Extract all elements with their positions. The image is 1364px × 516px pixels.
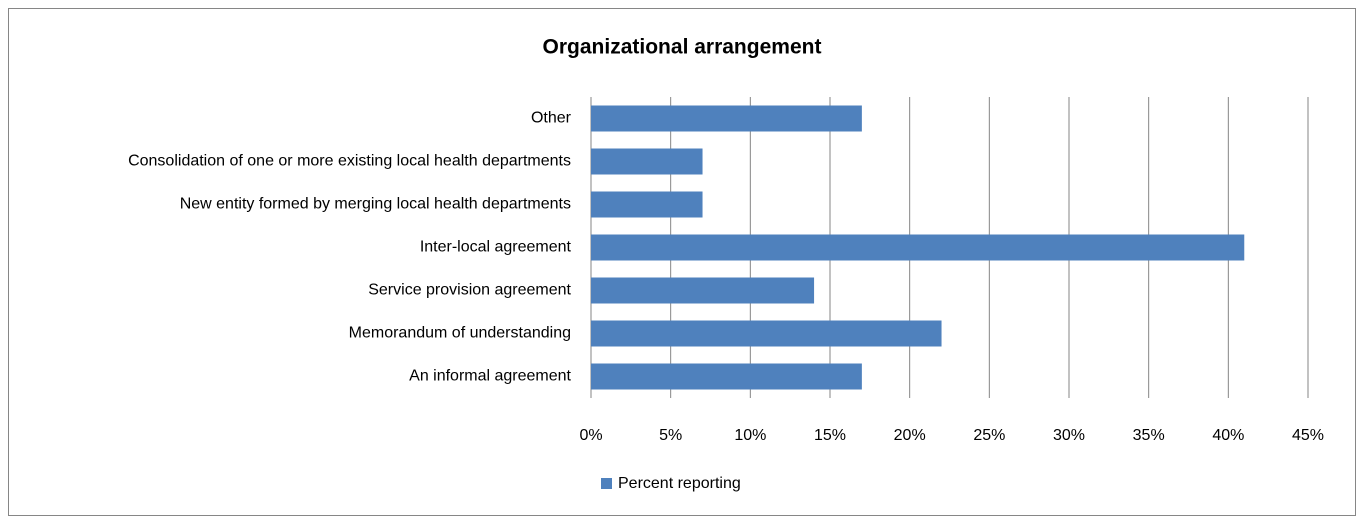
chart-title: Organizational arrangement bbox=[543, 36, 822, 59]
y-tick-label: An informal agreement bbox=[409, 368, 571, 385]
bar bbox=[591, 277, 815, 304]
x-tick-label: 45% bbox=[1292, 427, 1324, 444]
y-tick-label: Inter-local agreement bbox=[420, 239, 572, 256]
bar bbox=[591, 320, 942, 347]
x-tick-label: 10% bbox=[734, 427, 766, 444]
bar bbox=[591, 234, 1245, 261]
y-tick-label: Memorandum of understanding bbox=[349, 325, 571, 342]
bar bbox=[591, 363, 862, 390]
x-tick-label: 30% bbox=[1053, 427, 1085, 444]
x-tick-label: 15% bbox=[814, 427, 846, 444]
bar bbox=[591, 148, 703, 175]
y-tick-label: New entity formed by merging local healt… bbox=[180, 196, 571, 213]
y-tick-label: Service provision agreement bbox=[368, 282, 571, 299]
bar bbox=[591, 105, 862, 132]
legend-swatch bbox=[601, 478, 612, 489]
chart-frame bbox=[8, 8, 1356, 516]
x-tick-label: 0% bbox=[579, 427, 602, 444]
legend-label: Percent reporting bbox=[618, 475, 741, 492]
x-tick-label: 40% bbox=[1212, 427, 1244, 444]
y-tick-label: Other bbox=[531, 110, 572, 127]
bar bbox=[591, 191, 703, 218]
x-tick-label: 25% bbox=[973, 427, 1005, 444]
y-tick-label: Consolidation of one or more existing lo… bbox=[128, 153, 571, 170]
x-tick-label: 20% bbox=[894, 427, 926, 444]
x-tick-label: 35% bbox=[1133, 427, 1165, 444]
x-tick-label: 5% bbox=[659, 427, 682, 444]
